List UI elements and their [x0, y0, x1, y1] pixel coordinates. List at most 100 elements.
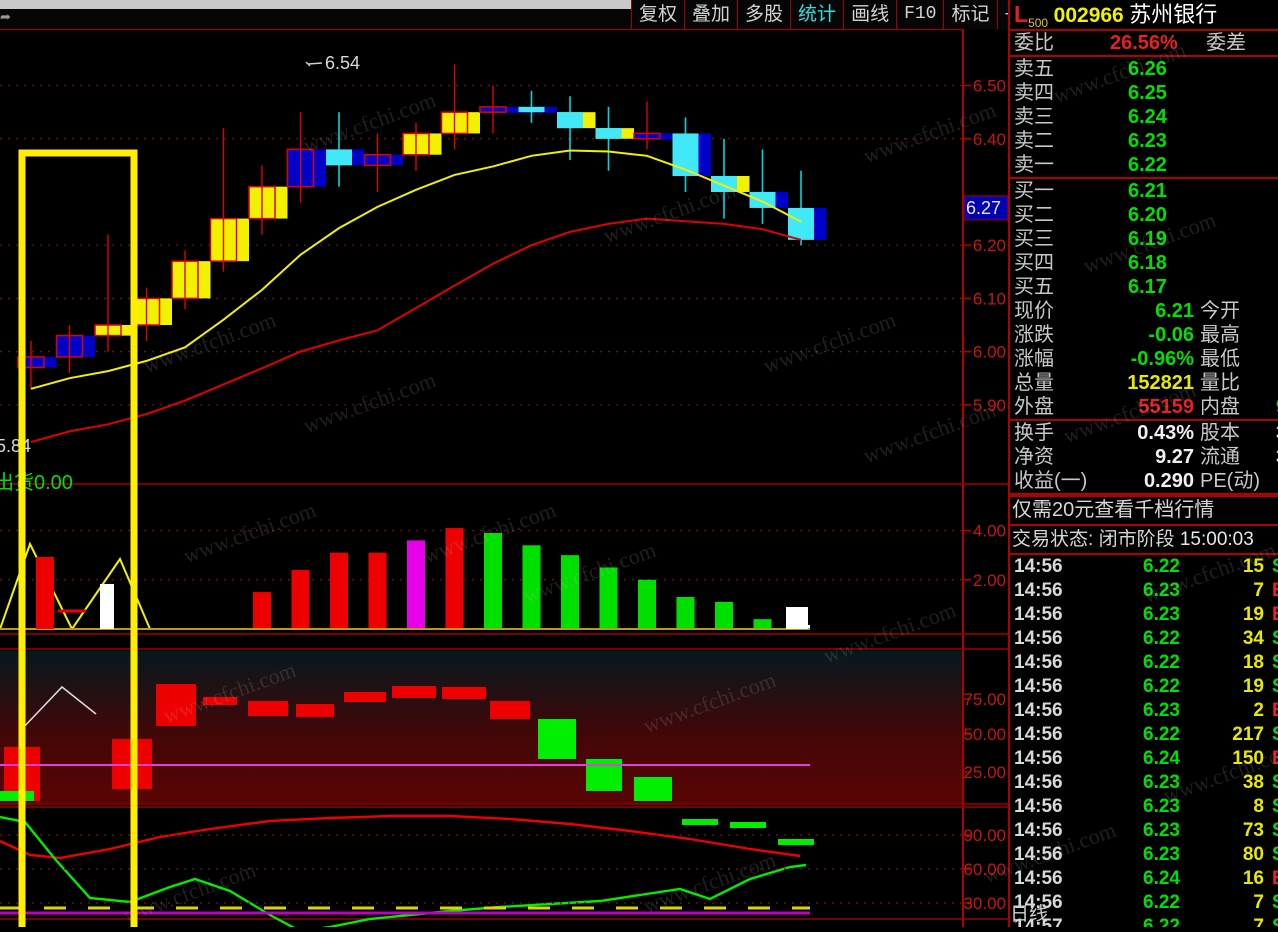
trade-status-row: 交易状态: 闭市阶段 15:00:03	[1010, 526, 1278, 555]
tick-row[interactable]: 14:56 6.22 217 S	[1010, 723, 1278, 747]
tick-row[interactable]: 14:56 6.23 7B	[1010, 579, 1278, 603]
toolbar-item-3[interactable]: 统计	[790, 0, 843, 29]
svg-text:30.00: 30.00	[963, 894, 1006, 913]
level-label: 卖二	[1014, 130, 1054, 152]
stat-value-2: 3	[1276, 421, 1278, 445]
stat-value: -0.06	[1148, 324, 1194, 346]
toolbar-item-0[interactable]: 复权	[631, 0, 684, 29]
tick-volume: 18	[1242, 652, 1264, 673]
toolbar-item-5[interactable]: F10	[896, 0, 943, 29]
quote-level-row[interactable]: 买一 6.21	[1010, 179, 1278, 203]
tick-row[interactable]: 14:56 6.22 18 S	[1010, 651, 1278, 675]
quote-level-row[interactable]: 买四 6.18	[1010, 251, 1278, 275]
period-label[interactable]: 日线	[1010, 904, 1049, 925]
stat-label: 总量	[1014, 372, 1054, 394]
tick-row[interactable]: 14:56 6.22 19 S	[1010, 675, 1278, 699]
level-price: 6.22	[1128, 154, 1167, 176]
tick-price: 6.22	[1143, 652, 1180, 673]
tick-time: 14:57	[1014, 916, 1063, 927]
quote-level-row[interactable]: 卖四 6.25	[1010, 81, 1278, 105]
ask-levels[interactable]: 卖五 6.26 卖四 6.25 卖三 6.24 卖二 6.23 卖一 6.22	[1010, 57, 1278, 179]
svg-text:4.00: 4.00	[973, 522, 1006, 541]
tick-time: 14:56	[1014, 700, 1063, 721]
tick-row[interactable]: 14:56 6.22 34 S	[1010, 627, 1278, 651]
tick-row[interactable]: 14:56 6.23 8S	[1010, 795, 1278, 819]
tick-side: S	[1272, 843, 1278, 867]
tick-side: S	[1272, 771, 1278, 795]
level-label: 买四	[1014, 252, 1054, 274]
stat-row: 净资 9.27 流通 3	[1010, 445, 1278, 469]
tick-time: 14:56	[1014, 604, 1063, 625]
tick-side: S	[1272, 795, 1278, 819]
tick-price: 6.22	[1143, 916, 1180, 927]
quote-level-row[interactable]: 买二 6.20	[1010, 203, 1278, 227]
tick-price: 6.22	[1143, 892, 1180, 913]
tick-time: 14:56	[1014, 772, 1063, 793]
bid-levels[interactable]: 买一 6.21 买二 6.20 买三 6.19 买四 6.18 买五 6.17	[1010, 179, 1278, 299]
stat-value: -0.96%	[1130, 348, 1194, 370]
stat-row: 总量 152821 量比	[1010, 371, 1278, 395]
tick-price: 6.24	[1143, 868, 1180, 889]
quote-level-row[interactable]: 卖二 6.23	[1010, 129, 1278, 153]
level-price: 6.26	[1128, 58, 1167, 80]
stat-label: 换手	[1014, 422, 1054, 444]
tick-row[interactable]: 14:56 6.24 150 B	[1010, 747, 1278, 771]
promo-banner[interactable]: 仅需20元查看千档行情	[1010, 495, 1278, 526]
stat-label-2: PE(动)	[1200, 470, 1260, 492]
navigate-icon[interactable]: ➦	[0, 9, 11, 24]
stat-label-2: 量比	[1200, 372, 1240, 394]
tick-side: S	[1272, 819, 1278, 843]
tick-row[interactable]: 14:56 6.23 38 S	[1010, 771, 1278, 795]
stat-value: 152821	[1127, 372, 1194, 394]
tick-price: 6.22	[1143, 628, 1180, 649]
svg-text:50.00: 50.00	[963, 725, 1006, 744]
stat-label-2: 内盘	[1200, 396, 1240, 418]
stat-value: 6.21	[1155, 300, 1194, 322]
toolbar-item-6[interactable]: 标记	[943, 0, 996, 29]
stock-header[interactable]: L500 002966 苏州银行	[1010, 0, 1278, 31]
ratio-row: 委比 26.56% 委差	[1010, 31, 1278, 57]
svg-text:60.00: 60.00	[963, 860, 1006, 879]
tick-row[interactable]: 14:56 6.24 16 B	[1010, 867, 1278, 891]
tick-row[interactable]: 14:57 6.22 7S	[1010, 915, 1278, 927]
diff-label: 委差	[1206, 32, 1246, 54]
title-strip	[0, 0, 631, 9]
toolbar-item-1[interactable]: 叠加	[684, 0, 737, 29]
stock-code: 002966	[1053, 4, 1124, 27]
tick-row[interactable]: 14:56 6.22 15 S	[1010, 555, 1278, 579]
tick-row[interactable]: 14:56 6.23 80 S	[1010, 843, 1278, 867]
tick-price: 6.24	[1143, 748, 1180, 769]
stat-row: 现价 6.21 今开	[1010, 299, 1278, 323]
stat-row: 涨幅 -0.96% 最低	[1010, 347, 1278, 371]
stat-row: 涨跌 -0.06 最高	[1010, 323, 1278, 347]
tick-side: B	[1272, 699, 1278, 723]
quote-level-row[interactable]: 卖三 6.24	[1010, 105, 1278, 129]
tick-volume: 7	[1253, 580, 1264, 601]
tick-row[interactable]: 14:56 6.23 2B	[1010, 699, 1278, 723]
tick-time: 14:56	[1014, 796, 1063, 817]
tick-time: 14:56	[1014, 748, 1063, 769]
stat-value-2: 3	[1276, 445, 1278, 469]
tick-price: 6.23	[1143, 604, 1180, 625]
stat-label: 现价	[1014, 300, 1054, 322]
svg-text:6.20: 6.20	[973, 236, 1006, 255]
svg-text:0.00: 0.00	[34, 472, 73, 494]
quote-level-row[interactable]: 卖五 6.26	[1010, 57, 1278, 81]
stat-row: 收益(一) 0.290 PE(动)	[1010, 469, 1278, 495]
level-price: 6.21	[1128, 180, 1167, 202]
toolbar-item-4[interactable]: 画线	[843, 0, 896, 29]
quote-level-row[interactable]: 买五 6.17	[1010, 275, 1278, 299]
tick-time: 14:56	[1014, 556, 1063, 577]
toolbar-item-2[interactable]: 多股	[737, 0, 790, 29]
tick-row[interactable]: 14:56 6.23 19 B	[1010, 603, 1278, 627]
stat-value: 0.43%	[1137, 422, 1194, 444]
quote-level-row[interactable]: 买三 6.19	[1010, 227, 1278, 251]
tick-row[interactable]: 14:56 6.23 73 S	[1010, 819, 1278, 843]
level-label: 卖一	[1014, 154, 1054, 176]
tick-row[interactable]: 14:56 6.22 7S	[1010, 891, 1278, 915]
quote-level-row[interactable]: 卖一 6.22	[1010, 153, 1278, 179]
tick-list[interactable]: 14:566.2215S14:566.237B14:566.2319B14:56…	[1010, 555, 1278, 927]
tick-side: S	[1272, 651, 1278, 675]
